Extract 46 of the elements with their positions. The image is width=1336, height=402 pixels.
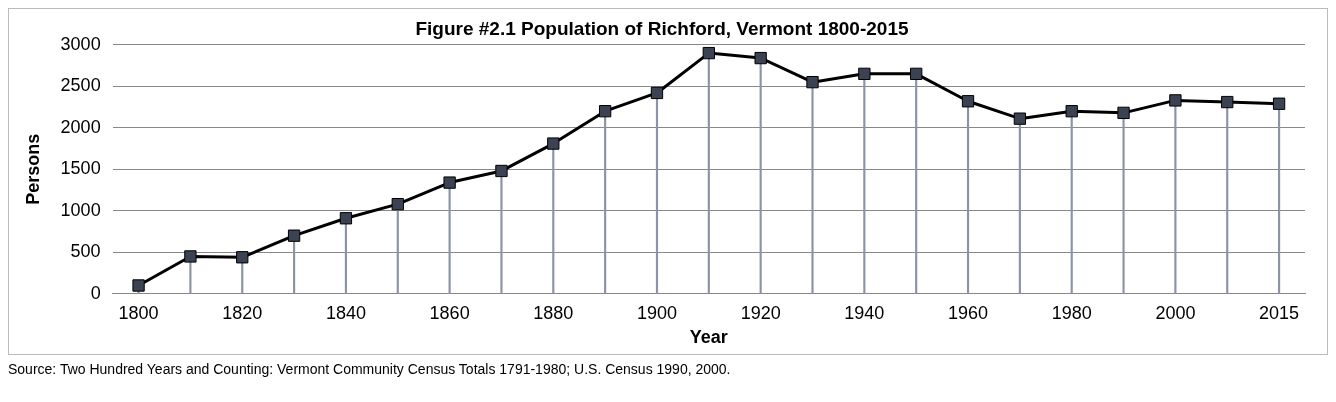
point bbox=[598, 105, 612, 118]
x-tick-label: 1900 bbox=[636, 302, 677, 323]
point bbox=[1272, 97, 1286, 110]
point bbox=[754, 51, 767, 65]
x-tick-label: 2000 bbox=[1155, 302, 1196, 323]
point bbox=[547, 137, 560, 150]
point bbox=[702, 46, 715, 60]
point bbox=[339, 212, 353, 225]
y-axis-title: Persons bbox=[22, 133, 43, 205]
point bbox=[495, 164, 508, 178]
point bbox=[858, 67, 871, 81]
x-tick-label: 1800 bbox=[118, 302, 159, 323]
x-tick-label: 1940 bbox=[844, 302, 885, 323]
point bbox=[391, 198, 404, 211]
x-tick-label: 1920 bbox=[740, 302, 781, 323]
point bbox=[650, 86, 664, 100]
x-tick-label: 1840 bbox=[325, 302, 366, 323]
x-tick-label: 1860 bbox=[429, 302, 470, 323]
point bbox=[287, 229, 301, 242]
point bbox=[806, 75, 819, 89]
chart-title: Figure #2.1 Population of Richford, Vermont 1800-2015 bbox=[415, 17, 909, 39]
x-tick-label: 1980 bbox=[1051, 302, 1092, 323]
x-tick-label: 1880 bbox=[533, 302, 574, 323]
point bbox=[1221, 95, 1234, 109]
point bbox=[1169, 94, 1182, 107]
y-tick-label: 500 bbox=[70, 241, 101, 262]
y-tick-label: 1500 bbox=[60, 158, 101, 179]
point bbox=[132, 279, 145, 292]
point bbox=[184, 250, 197, 263]
x-tick-label: 2015 bbox=[1259, 302, 1300, 323]
y-tick-label: 0 bbox=[90, 282, 101, 303]
x-tick-label: 1960 bbox=[948, 302, 989, 323]
point bbox=[1013, 112, 1027, 125]
x-tick-label: 1820 bbox=[222, 302, 263, 323]
point bbox=[961, 95, 975, 108]
source-note: Source: Two Hundred Years and Counting: Vermont Community Census Totals 1791-1980; U.S. Census 1990, 2000. bbox=[8, 361, 732, 377]
y-tick-label: 2000 bbox=[60, 116, 101, 137]
y-tick-label: 3000 bbox=[60, 33, 101, 54]
point bbox=[1117, 106, 1130, 120]
point bbox=[443, 176, 456, 189]
point bbox=[910, 67, 923, 81]
point bbox=[1065, 105, 1078, 118]
point bbox=[236, 251, 249, 264]
y-tick-label: 1000 bbox=[60, 199, 101, 220]
y-tick-label: 2500 bbox=[60, 75, 101, 96]
x-axis-title: Year bbox=[689, 327, 728, 348]
